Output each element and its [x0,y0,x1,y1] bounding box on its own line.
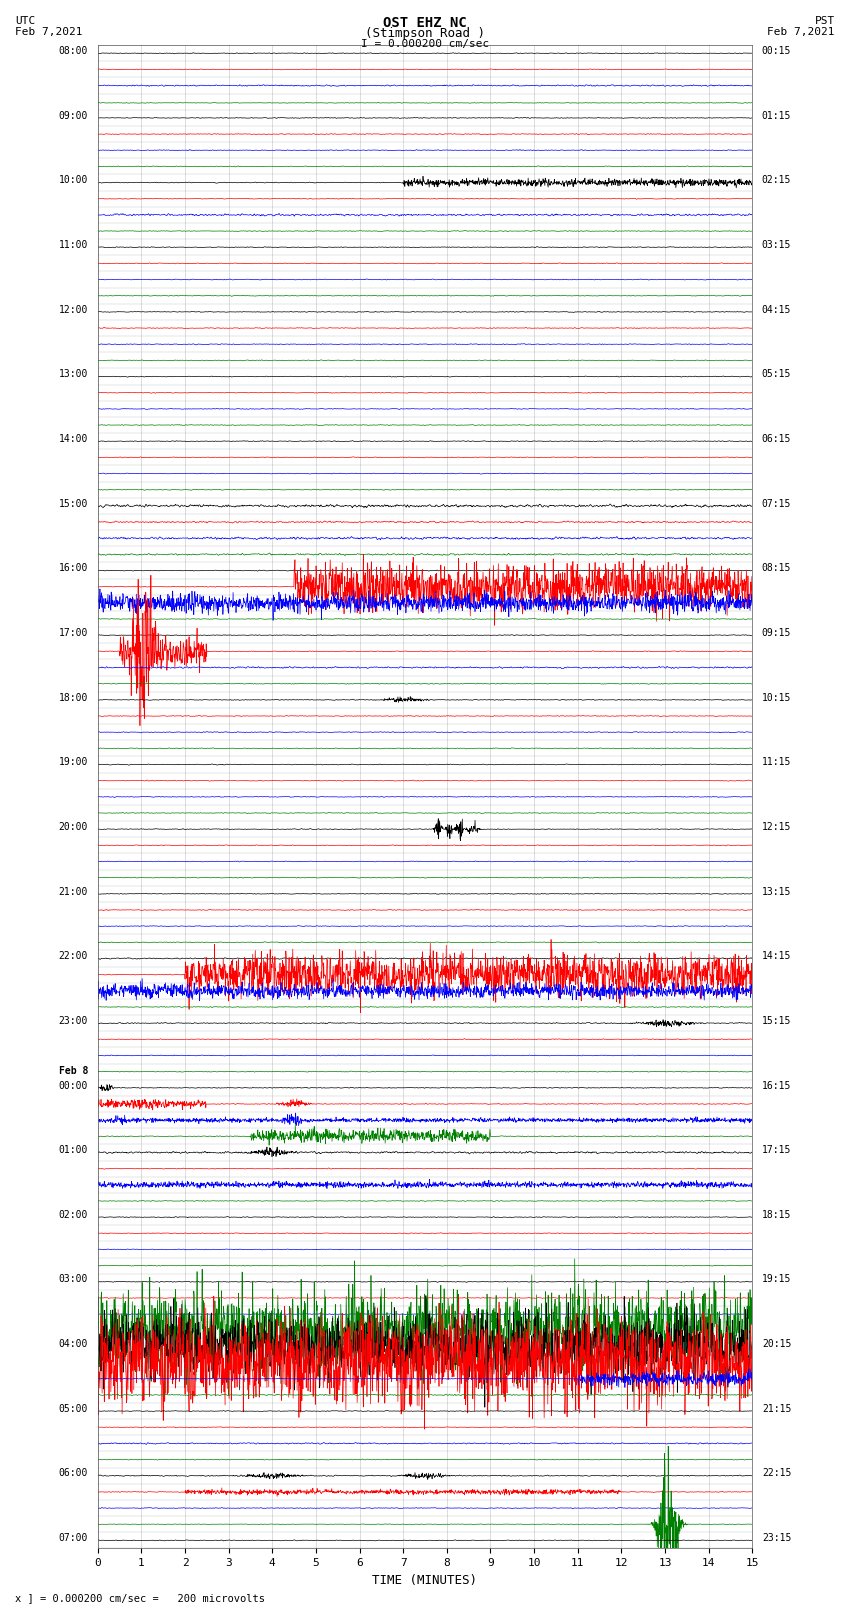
Text: Feb 8: Feb 8 [59,1066,88,1076]
Text: 10:15: 10:15 [762,692,791,703]
Text: 21:15: 21:15 [762,1403,791,1415]
Text: I = 0.000200 cm/sec: I = 0.000200 cm/sec [361,39,489,48]
Text: 12:15: 12:15 [762,823,791,832]
Text: 15:15: 15:15 [762,1016,791,1026]
Text: 22:00: 22:00 [59,952,88,961]
Text: 16:15: 16:15 [762,1081,791,1090]
Text: 04:15: 04:15 [762,305,791,315]
Text: 17:15: 17:15 [762,1145,791,1155]
Text: 11:15: 11:15 [762,756,791,768]
Text: 18:00: 18:00 [59,692,88,703]
Text: 21:00: 21:00 [59,887,88,897]
X-axis label: TIME (MINUTES): TIME (MINUTES) [372,1574,478,1587]
Text: (Stimpson Road ): (Stimpson Road ) [365,27,485,40]
Text: 09:15: 09:15 [762,627,791,637]
Text: 13:00: 13:00 [59,369,88,379]
Text: Feb 7,2021: Feb 7,2021 [15,27,82,37]
Text: 09:00: 09:00 [59,111,88,121]
Text: 05:15: 05:15 [762,369,791,379]
Text: 23:00: 23:00 [59,1016,88,1026]
Text: 08:15: 08:15 [762,563,791,573]
Text: 19:00: 19:00 [59,756,88,768]
Text: 00:15: 00:15 [762,47,791,56]
Text: 16:00: 16:00 [59,563,88,573]
Text: 12:00: 12:00 [59,305,88,315]
Text: OST EHZ NC: OST EHZ NC [383,16,467,31]
Text: 18:15: 18:15 [762,1210,791,1219]
Text: 10:00: 10:00 [59,176,88,185]
Text: 01:00: 01:00 [59,1145,88,1155]
Text: 04:00: 04:00 [59,1339,88,1348]
Text: 01:15: 01:15 [762,111,791,121]
Text: 15:00: 15:00 [59,498,88,508]
Text: 20:00: 20:00 [59,823,88,832]
Text: 19:15: 19:15 [762,1274,791,1284]
Text: 14:00: 14:00 [59,434,88,444]
Text: 17:00: 17:00 [59,627,88,637]
Text: 05:00: 05:00 [59,1403,88,1415]
Text: 08:00: 08:00 [59,47,88,56]
Text: x ] = 0.000200 cm/sec =   200 microvolts: x ] = 0.000200 cm/sec = 200 microvolts [15,1594,265,1603]
Text: 11:00: 11:00 [59,240,88,250]
Text: 23:15: 23:15 [762,1532,791,1544]
Text: 02:15: 02:15 [762,176,791,185]
Text: 06:00: 06:00 [59,1468,88,1479]
Text: UTC: UTC [15,16,36,26]
Text: 13:15: 13:15 [762,887,791,897]
Text: 22:15: 22:15 [762,1468,791,1479]
Text: 07:00: 07:00 [59,1532,88,1544]
Text: 06:15: 06:15 [762,434,791,444]
Text: Feb 7,2021: Feb 7,2021 [768,27,835,37]
Text: 02:00: 02:00 [59,1210,88,1219]
Text: PST: PST [814,16,835,26]
Text: 20:15: 20:15 [762,1339,791,1348]
Text: 14:15: 14:15 [762,952,791,961]
Text: 07:15: 07:15 [762,498,791,508]
Text: 03:15: 03:15 [762,240,791,250]
Text: 03:00: 03:00 [59,1274,88,1284]
Text: 00:00: 00:00 [59,1081,88,1090]
